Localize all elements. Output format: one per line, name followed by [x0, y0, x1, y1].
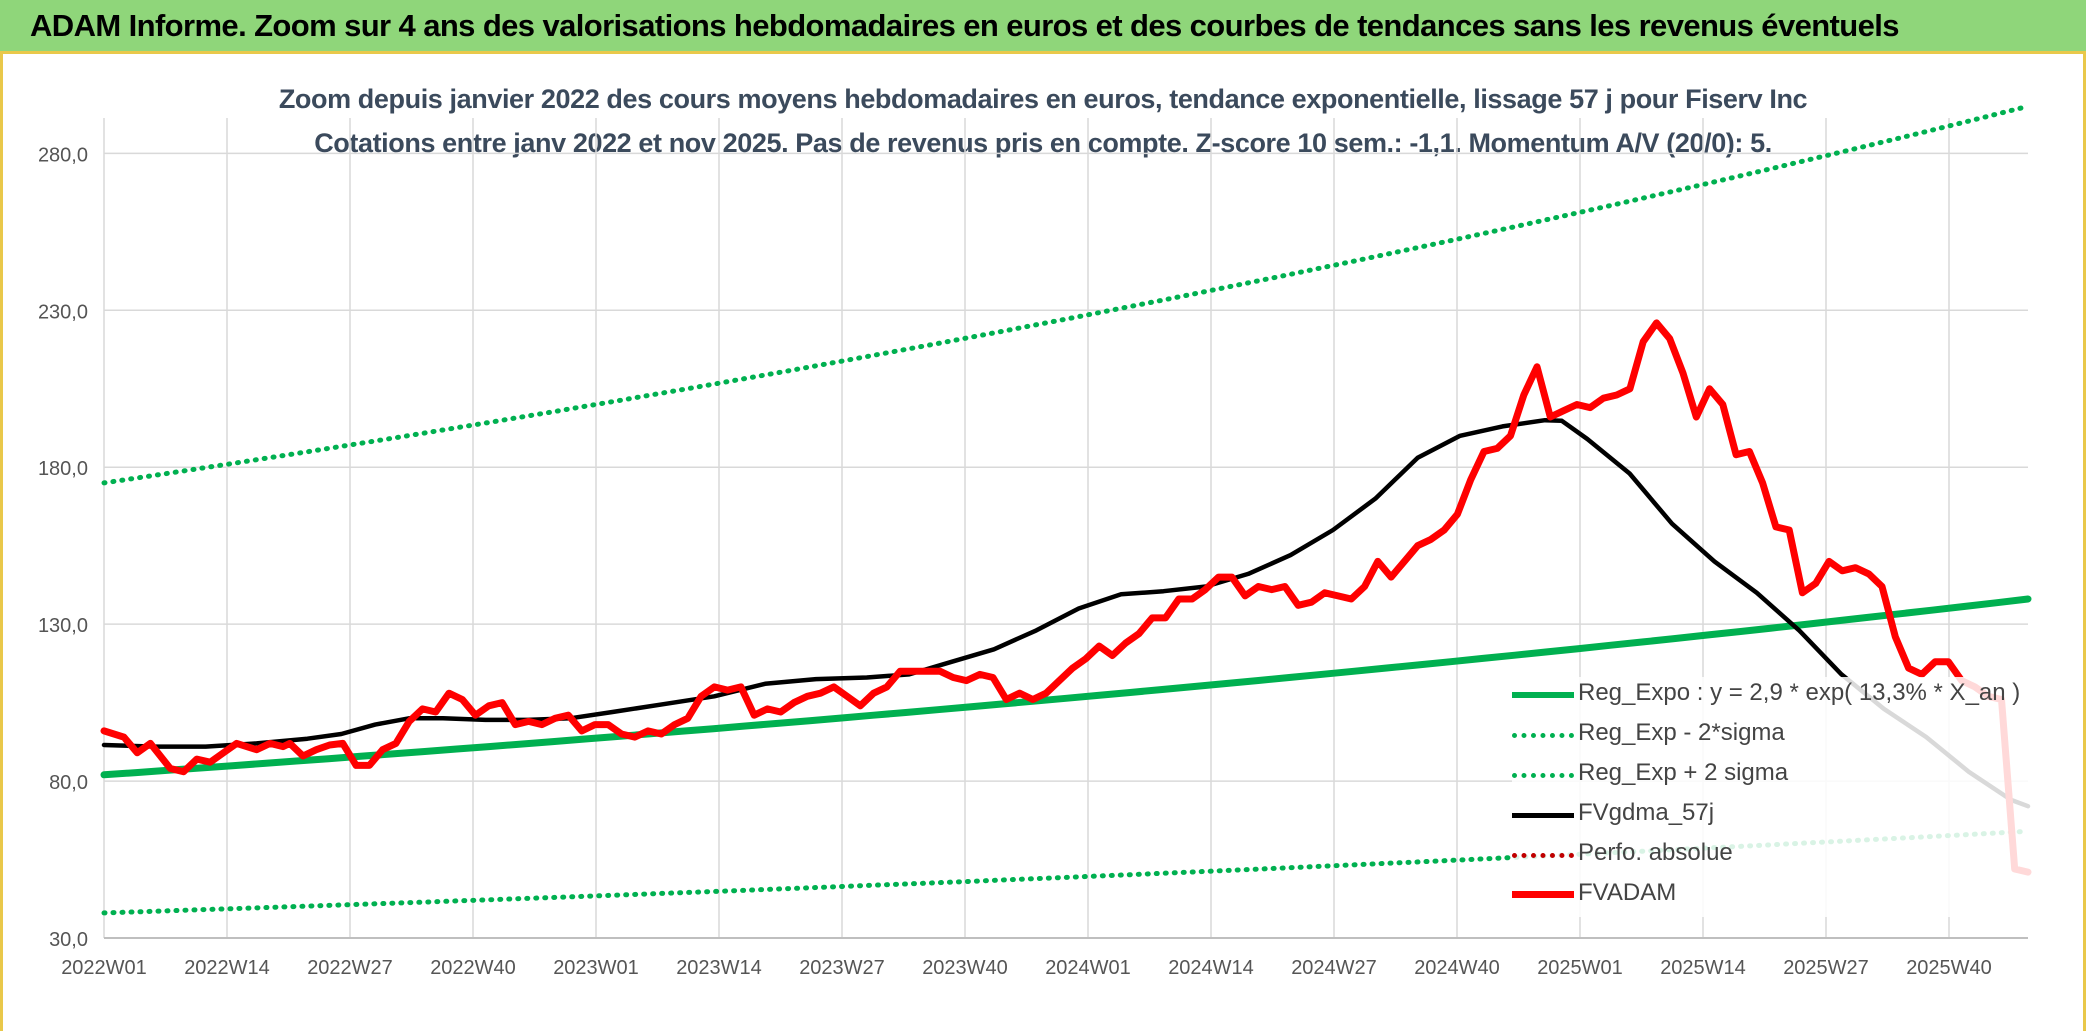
series-reg-exp-2-sigma — [101, 103, 2031, 486]
x-tick-label: 2023W40 — [922, 957, 1008, 979]
x-tick-label: 2023W01 — [553, 957, 639, 979]
legend-item-fvadam: FVADAM — [1512, 877, 2032, 917]
legend-swatch-perfo-absolue — [1512, 853, 1574, 858]
x-tick-label: 2025W27 — [1783, 957, 1869, 979]
x-tick-label: 2024W40 — [1414, 957, 1500, 979]
legend-swatch-reg-exp-minus — [1512, 733, 1574, 738]
x-tick-label: 2024W01 — [1045, 957, 1131, 979]
legend-label-reg-expo: Reg_Expo : y = 2,9 * exp( 13,3% * X_an ) — [1578, 679, 2021, 706]
series-fvadam — [100, 319, 2032, 876]
series-reg-expo — [100, 595, 2032, 779]
x-tick-label: 2022W14 — [184, 957, 270, 979]
report-banner: ADAM Informe. Zoom sur 4 ans des valoris… — [0, 0, 2086, 54]
y-axis-labels: 30,0 80,0 130,0 180,0 230,0 280,0 — [38, 144, 88, 951]
legend-label-reg-exp-plus: Reg_Exp + 2 sigma — [1578, 759, 1789, 786]
chart-legend: Reg_Expo : y = 2,9 * exp( 13,3% * X_an )… — [1512, 677, 2032, 917]
x-tick-label: 2023W27 — [799, 957, 885, 979]
legend-label-perfo-absolue: Perfo. absolue — [1578, 839, 1733, 866]
legend-label-fvgdma: FVgdma_57j — [1578, 799, 1715, 826]
legend-label-fvadam: FVADAM — [1578, 879, 1677, 906]
legend-swatch-reg-exp-plus — [1512, 773, 1574, 778]
legend-item-perfo-absolue: Perfo. absolue — [1512, 837, 2032, 877]
legend-item-reg-exp-minus: Reg_Exp - 2*sigma — [1512, 717, 2032, 757]
chart-series — [100, 103, 2032, 916]
x-tick-label: 2025W40 — [1906, 957, 1992, 979]
x-tick-label: 2025W01 — [1537, 957, 1623, 979]
y-tick-label: 280,0 — [38, 144, 88, 166]
legend-label-reg-exp-minus: Reg_Exp - 2*sigma — [1578, 719, 1785, 746]
chart-title-line-1: Zoom depuis janvier 2022 des cours moyen… — [278, 84, 1808, 114]
report-title: ADAM Informe. Zoom sur 4 ans des valoris… — [30, 8, 1900, 43]
x-tick-label: 2022W27 — [307, 957, 393, 979]
legend-item-reg-exp-plus: Reg_Exp + 2 sigma — [1512, 757, 2032, 797]
x-tick-label: 2022W01 — [61, 957, 147, 979]
y-tick-label: 230,0 — [38, 301, 88, 323]
x-tick-label: 2022W40 — [430, 957, 516, 979]
legend-item-reg-expo: Reg_Expo : y = 2,9 * exp( 13,3% * X_an ) — [1512, 677, 2032, 717]
x-tick-label: 2025W14 — [1660, 957, 1746, 979]
y-tick-label: 130,0 — [38, 615, 88, 637]
legend-swatch-fvadam — [1512, 891, 1574, 898]
series-fvgdma-57j — [101, 417, 2031, 809]
legend-swatch-reg-expo — [1512, 692, 1574, 698]
legend-swatch-fvgdma — [1512, 813, 1574, 818]
y-tick-label: 80,0 — [49, 772, 88, 794]
y-tick-label: 30,0 — [49, 929, 88, 951]
chart-frame — [0, 54, 2086, 1031]
legend-item-fvgdma: FVgdma_57j — [1512, 797, 2032, 837]
x-tick-label: 2024W27 — [1291, 957, 1377, 979]
chart-grid — [103, 118, 2028, 939]
x-tick-label: 2024W14 — [1168, 957, 1254, 979]
y-tick-label: 180,0 — [38, 458, 88, 480]
x-axis-labels: 2022W01 2022W14 2022W27 2022W40 2023W01 2023W… — [61, 957, 1992, 979]
x-tick-label: 2023W14 — [676, 957, 762, 979]
